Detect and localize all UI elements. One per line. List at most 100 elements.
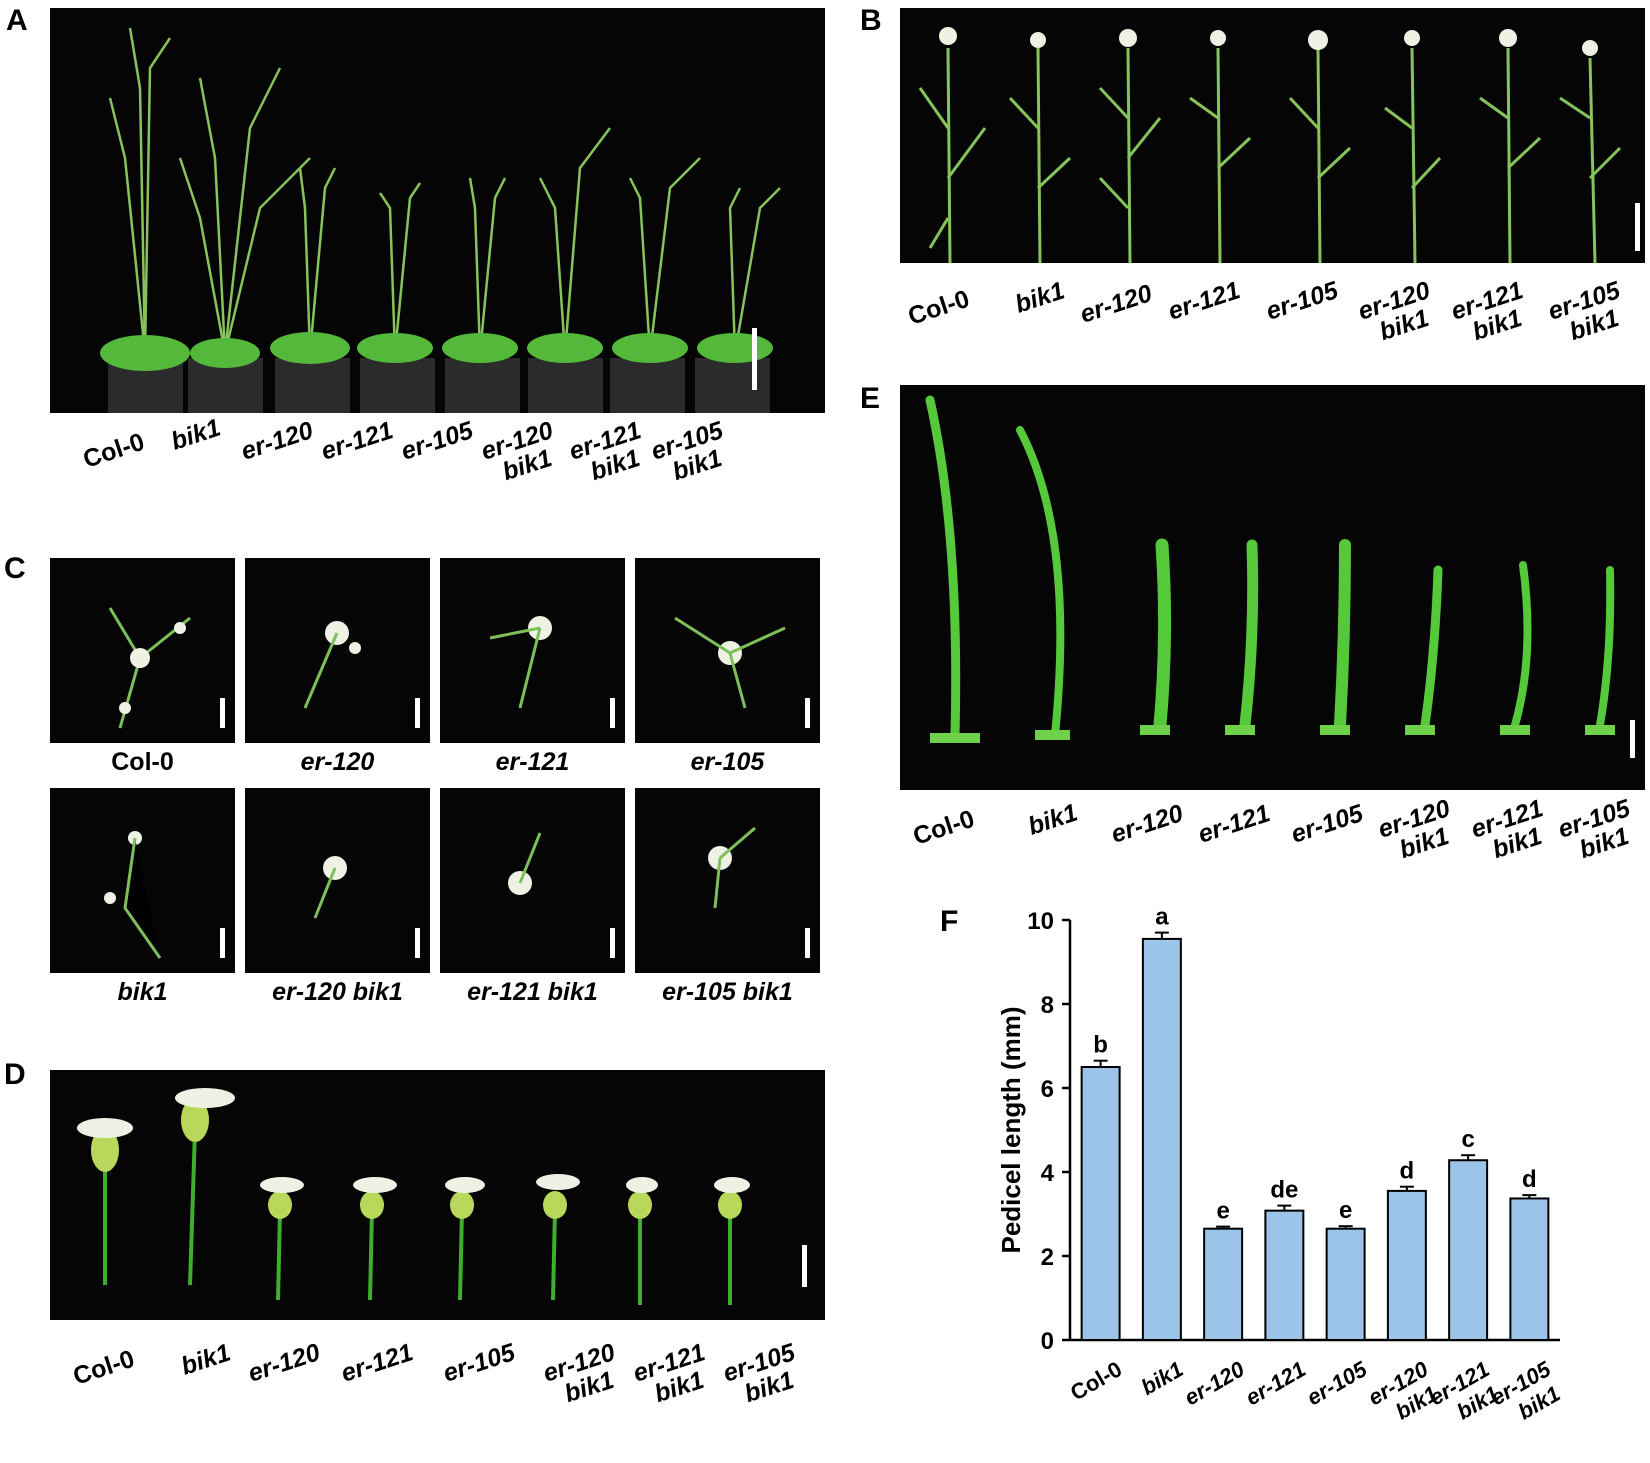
bar [1203, 1227, 1244, 1342]
label-e-7: er-121 bik1 [1467, 794, 1547, 865]
label-d-4: er-121 [337, 1338, 417, 1388]
bar [1080, 1066, 1121, 1341]
label-b-4: er-121 [1164, 276, 1244, 326]
label-e-6: er-120 bik1 [1374, 794, 1454, 865]
photo-c-bik1 [50, 788, 235, 973]
label-a-2: bik1 [167, 413, 224, 456]
significance-letter: d [1522, 1166, 1537, 1193]
scale-bar-c2 [415, 698, 420, 728]
label-c-bottom-3: er-121 bik1 [467, 978, 598, 1006]
label-c-top-1: Col-0 [111, 748, 174, 776]
bar [1141, 937, 1182, 1342]
label-e-2: bik1 [1024, 798, 1081, 841]
scale-bar-c6 [415, 928, 420, 958]
significance-letter: de [1270, 1177, 1298, 1204]
x-tick-label: bik1 [1137, 1356, 1188, 1400]
significance-letter: a [1155, 904, 1169, 931]
photo-c-er120-bik1 [245, 788, 430, 973]
label-c-top-3: er-121 [495, 748, 570, 776]
label-a-5: er-105 [397, 416, 477, 466]
x-tick-label: er-105 [1302, 1356, 1371, 1410]
x-tick-label: er-105bik1 [1486, 1356, 1568, 1433]
label-a-4: er-121 [317, 416, 397, 466]
panel-letter-c: C [4, 552, 26, 585]
scale-bar-c5 [220, 928, 225, 958]
photo-panel-b-inflorescences [900, 8, 1645, 263]
panel-letter-b: B [860, 4, 882, 37]
x-tick-label-line: Col-0 [1066, 1356, 1126, 1405]
panel-letter-a: A [6, 4, 28, 37]
label-d-7: er-121 bik1 [629, 1338, 709, 1409]
label-e-5: er-105 [1287, 799, 1367, 849]
scale-bar-a [752, 328, 757, 390]
panel-letter-f: F [940, 905, 959, 938]
significance-letter: c [1461, 1126, 1474, 1153]
photo-c-col0 [50, 558, 235, 743]
photo-c-er105 [635, 558, 820, 743]
bar [1386, 1189, 1427, 1341]
photo-c-er120 [245, 558, 430, 743]
photo-panel-e-siliques [900, 385, 1645, 790]
scale-bar-e [1630, 720, 1635, 758]
scale-bar-c4 [805, 698, 810, 728]
label-a-7: er-121 bik1 [565, 416, 645, 487]
siliques-illustration [925, 395, 1615, 743]
label-e-3: er-120 [1107, 799, 1187, 849]
x-tick-label: Col-0 [1066, 1356, 1126, 1405]
significance-letter: e [1216, 1198, 1229, 1225]
scale-bar-c3 [610, 698, 615, 728]
label-e-8: er-105 bik1 [1554, 794, 1634, 865]
label-a-3: er-120 [237, 416, 317, 466]
label-b-2: bik1 [1011, 276, 1068, 319]
scale-bar-d [802, 1245, 807, 1287]
bar [1325, 1227, 1366, 1342]
stems-illustration [918, 27, 1622, 263]
y-tick-label: 6 [1041, 1076, 1054, 1103]
label-e-1: Col-0 [909, 804, 978, 851]
label-d-6: er-120 bik1 [539, 1338, 619, 1409]
x-tick-label: er-121 [1241, 1356, 1310, 1410]
x-tick-label-line: er-121 [1241, 1356, 1310, 1410]
photo-c-er121 [440, 558, 625, 743]
photo-c-er121-bik1 [440, 788, 625, 973]
y-tick-label: 2 [1041, 1244, 1054, 1271]
bar [1509, 1197, 1550, 1341]
label-b-7: er-121 bik1 [1447, 276, 1527, 347]
label-b-8: er-105 bik1 [1544, 276, 1624, 347]
significance-letter: d [1400, 1158, 1415, 1185]
photo-panel-a-whole-plants [50, 8, 825, 413]
significance-letter: e [1339, 1197, 1352, 1224]
label-a-1: Col-0 [79, 427, 148, 474]
label-d-3: er-120 [244, 1338, 324, 1388]
photo-c-er105-bik1 [635, 788, 820, 973]
label-c-bottom-1: bik1 [117, 978, 168, 1006]
bar [1264, 1209, 1305, 1342]
scale-bar-b [1635, 203, 1640, 251]
y-axis-label: Pedicel length (mm) [996, 1006, 1026, 1253]
label-d-8: er-105 bik1 [719, 1338, 799, 1409]
label-b-5: er-105 [1262, 276, 1342, 326]
bar [1448, 1159, 1489, 1341]
x-tick-label-line: bik1 [1137, 1356, 1188, 1400]
label-b-6: er-120 bik1 [1354, 276, 1434, 347]
x-tick-label-line: er-120 [1180, 1356, 1249, 1410]
label-b-3: er-120 [1076, 279, 1156, 329]
label-a-6: er-120 bik1 [477, 416, 557, 487]
label-c-bottom-4: er-105 bik1 [662, 978, 793, 1006]
photo-panel-d-flowers [50, 1070, 825, 1320]
label-d-5: er-105 [439, 1338, 519, 1388]
significance-letter: b [1093, 1032, 1108, 1059]
label-c-top-4: er-105 [690, 748, 765, 776]
x-tick-label-line: er-105 [1302, 1356, 1371, 1410]
label-b-1: Col-0 [904, 284, 973, 331]
label-e-4: er-121 [1194, 799, 1274, 849]
label-d-1: Col-0 [69, 1344, 138, 1391]
plants-illustration [100, 27, 781, 413]
panel-letter-e: E [860, 382, 881, 415]
scale-bar-c1 [220, 698, 225, 728]
label-c-top-2: er-120 [300, 748, 375, 776]
y-tick-label: 8 [1041, 992, 1054, 1019]
scale-bar-c7 [610, 928, 615, 958]
panel-letter-d: D [4, 1058, 26, 1091]
label-d-2: bik1 [177, 1338, 234, 1381]
